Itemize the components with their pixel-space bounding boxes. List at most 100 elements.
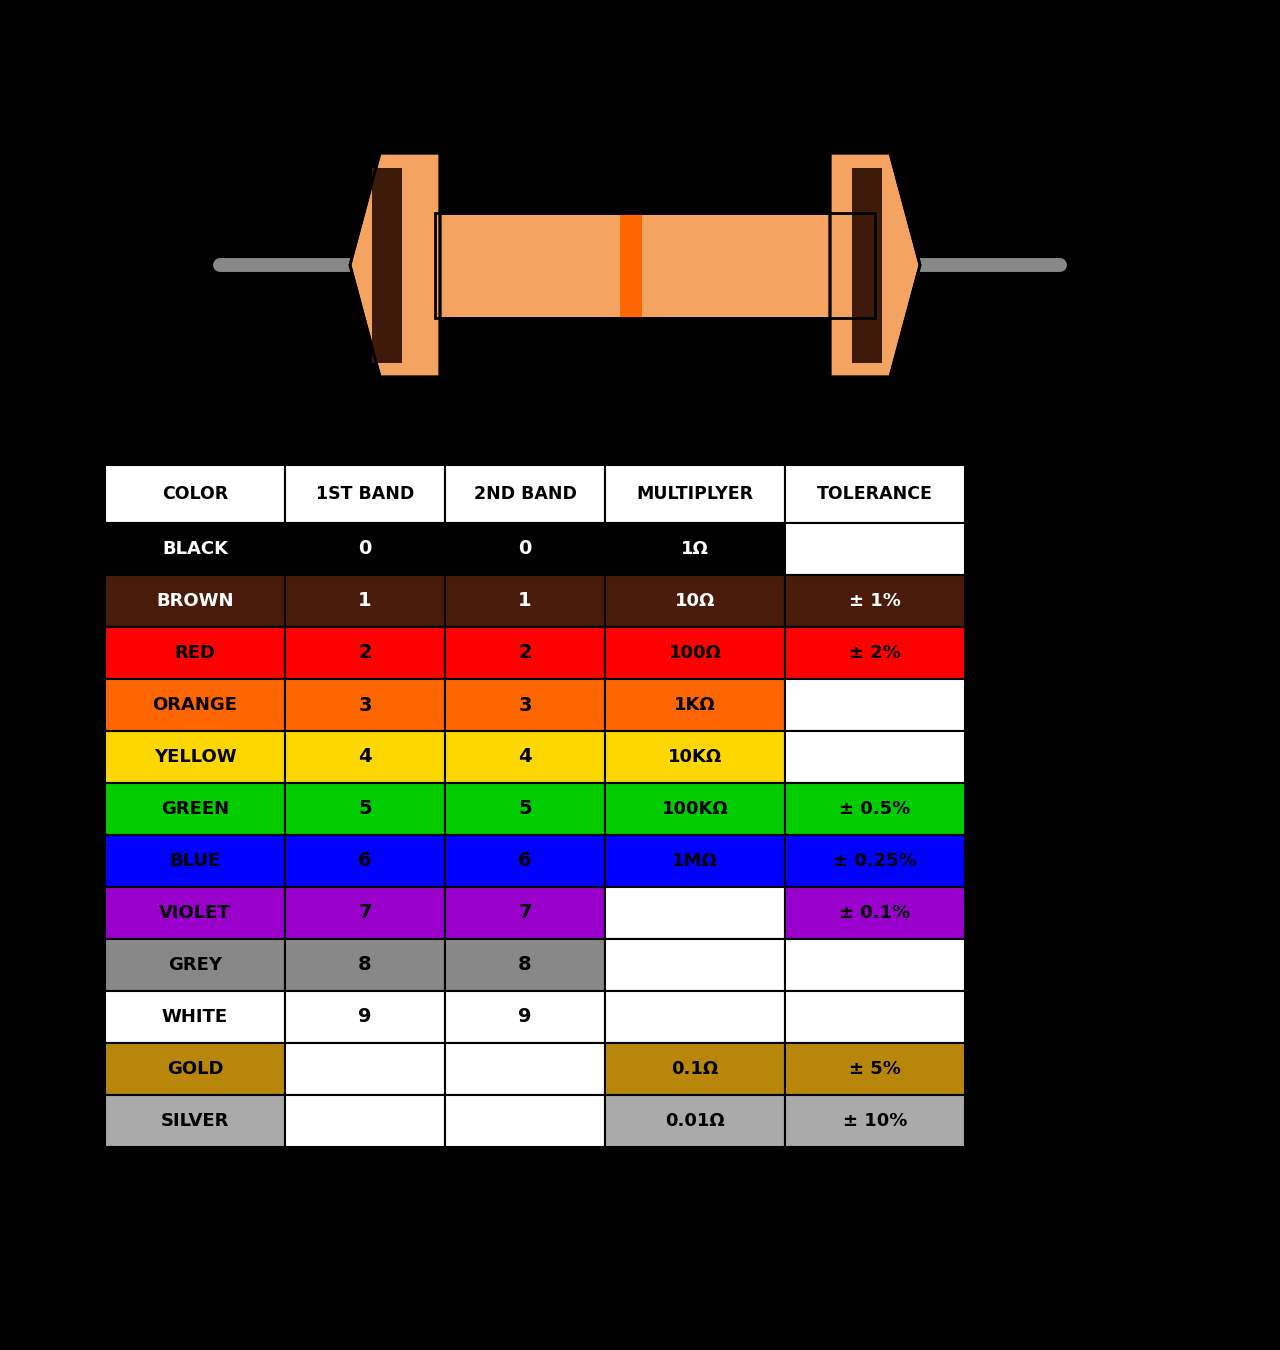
Text: RED: RED bbox=[174, 644, 215, 662]
FancyBboxPatch shape bbox=[285, 940, 445, 991]
Text: ORANGE: ORANGE bbox=[152, 697, 238, 714]
FancyBboxPatch shape bbox=[605, 836, 785, 887]
Text: 1Ω: 1Ω bbox=[681, 540, 709, 558]
FancyBboxPatch shape bbox=[785, 522, 965, 575]
FancyBboxPatch shape bbox=[285, 836, 445, 887]
FancyBboxPatch shape bbox=[785, 1095, 965, 1148]
Text: VIOLET: VIOLET bbox=[159, 904, 230, 922]
FancyBboxPatch shape bbox=[445, 1044, 605, 1095]
FancyBboxPatch shape bbox=[445, 626, 605, 679]
Text: 2: 2 bbox=[358, 644, 371, 663]
FancyBboxPatch shape bbox=[620, 212, 643, 317]
FancyBboxPatch shape bbox=[105, 522, 285, 575]
FancyBboxPatch shape bbox=[105, 836, 285, 887]
FancyBboxPatch shape bbox=[605, 679, 785, 730]
FancyBboxPatch shape bbox=[785, 836, 965, 887]
FancyBboxPatch shape bbox=[445, 575, 605, 626]
Text: 0.01Ω: 0.01Ω bbox=[666, 1112, 724, 1130]
FancyBboxPatch shape bbox=[285, 626, 445, 679]
FancyBboxPatch shape bbox=[445, 464, 605, 522]
Text: ± 1%: ± 1% bbox=[849, 593, 901, 610]
Text: 5: 5 bbox=[358, 799, 371, 818]
Text: 3: 3 bbox=[518, 695, 531, 714]
Text: 1ST BAND: 1ST BAND bbox=[316, 485, 415, 504]
Text: ± 2%: ± 2% bbox=[849, 644, 901, 662]
FancyBboxPatch shape bbox=[605, 991, 785, 1044]
Text: 100KΩ: 100KΩ bbox=[662, 801, 728, 818]
Polygon shape bbox=[349, 153, 440, 377]
Text: 9: 9 bbox=[518, 1007, 531, 1026]
FancyBboxPatch shape bbox=[445, 836, 605, 887]
FancyBboxPatch shape bbox=[785, 1044, 965, 1095]
FancyBboxPatch shape bbox=[785, 464, 965, 522]
FancyBboxPatch shape bbox=[445, 783, 605, 836]
FancyBboxPatch shape bbox=[785, 730, 965, 783]
Text: 7: 7 bbox=[358, 903, 371, 922]
Text: ± 0.1%: ± 0.1% bbox=[840, 904, 910, 922]
Text: GREY: GREY bbox=[168, 956, 221, 973]
FancyBboxPatch shape bbox=[605, 1044, 785, 1095]
FancyBboxPatch shape bbox=[285, 522, 445, 575]
Text: MULTIPLYER: MULTIPLYER bbox=[636, 485, 754, 504]
FancyBboxPatch shape bbox=[605, 783, 785, 836]
FancyBboxPatch shape bbox=[605, 730, 785, 783]
FancyBboxPatch shape bbox=[605, 887, 785, 940]
Text: 7: 7 bbox=[518, 903, 531, 922]
Text: WHITE: WHITE bbox=[163, 1008, 228, 1026]
FancyBboxPatch shape bbox=[445, 887, 605, 940]
Text: BLACK: BLACK bbox=[163, 540, 228, 558]
Text: 2: 2 bbox=[518, 644, 531, 663]
FancyBboxPatch shape bbox=[785, 679, 965, 730]
Polygon shape bbox=[829, 153, 920, 377]
Text: 3: 3 bbox=[358, 695, 371, 714]
Text: TOLERANCE: TOLERANCE bbox=[817, 485, 933, 504]
Text: 1: 1 bbox=[358, 591, 371, 610]
FancyBboxPatch shape bbox=[785, 991, 965, 1044]
FancyBboxPatch shape bbox=[445, 730, 605, 783]
Text: 0: 0 bbox=[358, 540, 371, 559]
FancyBboxPatch shape bbox=[852, 167, 882, 363]
Text: BROWN: BROWN bbox=[156, 593, 234, 610]
FancyBboxPatch shape bbox=[105, 730, 285, 783]
FancyBboxPatch shape bbox=[285, 1044, 445, 1095]
Text: YELLOW: YELLOW bbox=[154, 748, 237, 765]
Text: ± 10%: ± 10% bbox=[842, 1112, 908, 1130]
FancyBboxPatch shape bbox=[285, 1095, 445, 1148]
Text: ± 0.25%: ± 0.25% bbox=[833, 852, 916, 869]
FancyBboxPatch shape bbox=[785, 940, 965, 991]
FancyBboxPatch shape bbox=[105, 940, 285, 991]
FancyBboxPatch shape bbox=[785, 626, 965, 679]
FancyBboxPatch shape bbox=[445, 522, 605, 575]
FancyBboxPatch shape bbox=[445, 991, 605, 1044]
Text: COLOR: COLOR bbox=[161, 485, 228, 504]
Text: 8: 8 bbox=[358, 956, 371, 975]
Text: 4: 4 bbox=[518, 748, 531, 767]
Text: ± 0.5%: ± 0.5% bbox=[840, 801, 910, 818]
FancyBboxPatch shape bbox=[785, 783, 965, 836]
FancyBboxPatch shape bbox=[105, 679, 285, 730]
FancyBboxPatch shape bbox=[445, 1095, 605, 1148]
FancyBboxPatch shape bbox=[605, 575, 785, 626]
Text: 6: 6 bbox=[358, 852, 371, 871]
FancyBboxPatch shape bbox=[285, 783, 445, 836]
FancyBboxPatch shape bbox=[105, 464, 285, 522]
FancyBboxPatch shape bbox=[285, 730, 445, 783]
FancyBboxPatch shape bbox=[605, 940, 785, 991]
Text: GOLD: GOLD bbox=[166, 1060, 223, 1079]
FancyBboxPatch shape bbox=[605, 1095, 785, 1148]
FancyBboxPatch shape bbox=[105, 575, 285, 626]
Text: 5: 5 bbox=[518, 799, 531, 818]
FancyBboxPatch shape bbox=[785, 575, 965, 626]
Text: 9: 9 bbox=[358, 1007, 371, 1026]
FancyBboxPatch shape bbox=[435, 212, 876, 317]
FancyBboxPatch shape bbox=[285, 679, 445, 730]
Text: 1: 1 bbox=[518, 591, 531, 610]
Text: 10KΩ: 10KΩ bbox=[668, 748, 722, 765]
FancyBboxPatch shape bbox=[105, 1095, 285, 1148]
FancyBboxPatch shape bbox=[105, 783, 285, 836]
Text: 2ND BAND: 2ND BAND bbox=[474, 485, 576, 504]
FancyBboxPatch shape bbox=[605, 522, 785, 575]
Text: 0.1Ω: 0.1Ω bbox=[672, 1060, 718, 1079]
FancyBboxPatch shape bbox=[285, 991, 445, 1044]
Text: 1KΩ: 1KΩ bbox=[675, 697, 716, 714]
